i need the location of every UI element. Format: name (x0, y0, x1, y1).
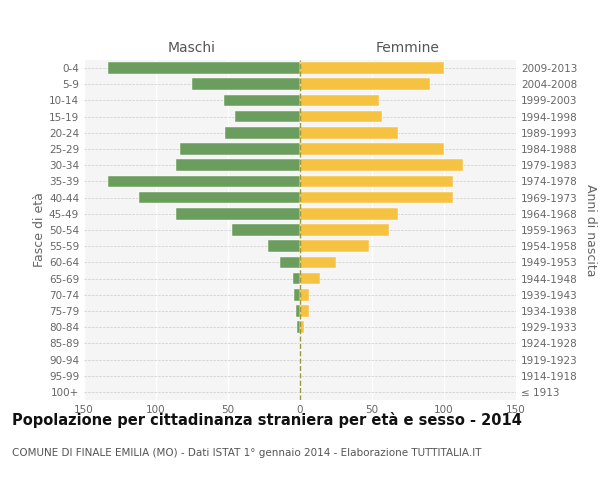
Bar (300, 224, 389, 236)
Bar (109, 62, 300, 74)
Bar (235, 111, 300, 122)
Y-axis label: Anni di nascita: Anni di nascita (584, 184, 597, 276)
Bar (225, 127, 300, 138)
Bar (300, 256, 336, 268)
Bar (300, 62, 444, 74)
Bar (300, 94, 379, 106)
Bar (294, 289, 300, 300)
Bar (297, 322, 300, 333)
Bar (300, 78, 430, 90)
Bar (300, 240, 369, 252)
Bar (300, 272, 320, 284)
Text: Maschi: Maschi (168, 41, 216, 55)
Y-axis label: Fasce di età: Fasce di età (33, 192, 46, 268)
Bar (300, 192, 452, 203)
Bar (176, 160, 300, 171)
Text: Femmine: Femmine (376, 41, 440, 55)
Bar (176, 208, 300, 220)
Text: Popolazione per cittadinanza straniera per età e sesso - 2014: Popolazione per cittadinanza straniera p… (12, 412, 522, 428)
Bar (109, 176, 300, 188)
Bar (300, 160, 463, 171)
Bar (224, 94, 300, 106)
Bar (280, 256, 300, 268)
Bar (300, 176, 452, 188)
Bar (300, 127, 398, 138)
Bar (296, 305, 300, 317)
Bar (300, 143, 444, 155)
Bar (192, 78, 300, 90)
Bar (181, 143, 300, 155)
Bar (300, 322, 304, 333)
Bar (300, 305, 308, 317)
Bar (232, 224, 300, 236)
Bar (139, 192, 300, 203)
Bar (300, 111, 382, 122)
Text: COMUNE DI FINALE EMILIA (MO) - Dati ISTAT 1° gennaio 2014 - Elaborazione TUTTITA: COMUNE DI FINALE EMILIA (MO) - Dati ISTA… (12, 448, 482, 458)
Bar (300, 289, 308, 300)
Bar (293, 272, 300, 284)
Bar (268, 240, 300, 252)
Bar (300, 208, 398, 220)
